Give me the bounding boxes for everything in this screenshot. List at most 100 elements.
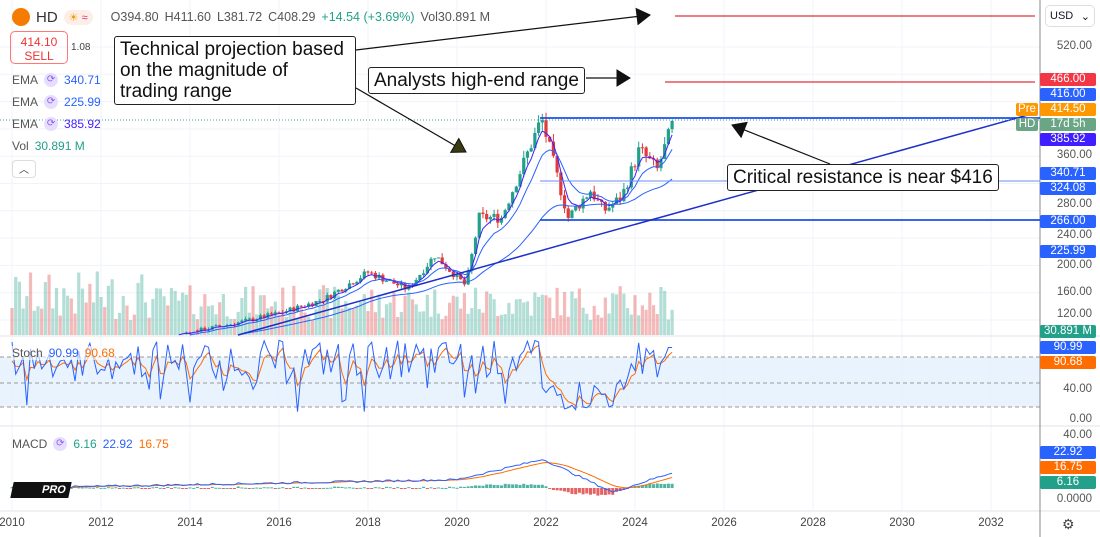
macd-histogram-bar [500,485,503,488]
price-tag[interactable]: 416.00 [1040,88,1096,101]
candle-body [499,217,504,223]
candle-body [358,278,363,282]
ema-legend-1[interactable]: EMA ⟳ 340.71 [12,73,101,87]
volume-bar [143,302,148,335]
volume-bar [496,315,500,335]
ema-value: 340.71 [64,73,101,87]
candle-body [525,151,530,158]
macd-hist: 6.16 [73,437,97,451]
volume-bar [577,288,581,335]
price-tag[interactable]: 385.92 [1040,133,1096,146]
annotation-analysts[interactable]: Analysts high-end range [368,67,585,94]
macd-histogram-bar [325,487,329,489]
macd-tag[interactable]: 16.75 [1040,461,1096,474]
macd-histogram-bar [255,487,259,489]
macd-tag[interactable]: 22.92 [1040,446,1096,459]
volume-bar [266,308,270,335]
candle-body [655,159,659,169]
macd-histogram-bar [396,487,400,489]
volume-bar [95,271,99,335]
sell-button[interactable]: 414.10 SELL [10,31,68,64]
volume-bar [492,299,496,335]
price-tag[interactable]: 324.08 [1040,182,1096,195]
macd-histogram-bar [262,487,266,489]
volume-bar [28,272,33,335]
candle-body [518,174,522,187]
macd-tag[interactable]: 6.16 [1040,476,1096,489]
stoch-d: 90.68 [84,346,115,360]
candle-body [629,166,633,188]
price-tag[interactable]: 17d 5h [1040,118,1096,131]
price-tag[interactable]: 340.71 [1040,167,1096,180]
macd-histogram-bar [221,488,225,489]
macd-histogram-bar [592,488,596,494]
annotation-resistance[interactable]: Critical resistance is near $416 [727,164,999,191]
volume-bar [103,307,107,335]
currency-select[interactable]: USD ⌄ [1045,5,1095,27]
candle-body [585,197,589,199]
macd-histogram-bar [648,483,652,488]
volume-bar [559,315,563,335]
market-status-badge[interactable]: ☀ ≈ [63,9,93,25]
macd-histogram-bar [166,486,170,488]
volume-bar [625,308,630,335]
price-tag[interactable]: 266.00 [1040,215,1096,228]
volume-bar [540,294,544,335]
macd-histogram-bar [666,483,670,488]
macd-histogram-bar [106,487,110,489]
vol-legend[interactable]: Vol 30.891 M [12,139,85,153]
volume-bar [155,288,159,335]
candle-body [277,312,281,314]
macd-histogram-bar [559,488,563,491]
macd-histogram-bar [655,483,659,488]
trend-line [237,112,1036,336]
stoch-legend[interactable]: Stoch 90.99 90.68 [12,346,115,360]
volume-bar [251,286,255,335]
candle-body [670,120,674,130]
macd-histogram-bar [114,487,118,489]
macd-histogram-bar [422,486,426,488]
volume-bar [436,313,441,335]
price-tag[interactable]: 466.00 [1040,73,1096,86]
stoch-tag[interactable]: 90.68 [1040,356,1096,369]
ema-legend-2[interactable]: EMA ⟳ 225.99 [12,95,101,109]
macd-histogram-bar [288,488,292,489]
macd-histogram-bar [92,487,96,489]
volume-bar [640,305,645,335]
macd-histogram-bar [151,487,155,489]
volume-bar [447,302,452,335]
candle-body [425,266,429,274]
annotation-arrow [731,124,831,165]
candle-body [396,283,400,286]
price-tag[interactable]: 30.891 M [1040,325,1096,338]
volume-bar [566,316,570,335]
volume-bar [169,287,174,335]
collapse-legend-button[interactable]: ︿ [12,160,36,178]
candle-body [240,320,244,323]
ema-label: EMA [12,95,39,109]
macd-histogram-bar [322,487,325,489]
candle-body [622,188,626,202]
stoch-tag[interactable]: 90.99 [1040,341,1096,354]
macd-histogram-bar [362,487,366,489]
macd-histogram-bar [518,484,522,488]
ema-legend-3[interactable]: EMA ⟳ 385.92 [12,117,101,131]
macd-histogram-bar [522,483,526,488]
stoch-k-line [11,339,673,412]
macd-legend[interactable]: MACD ⟳ 6.16 22.92 16.75 [12,437,169,451]
year-tick: 2028 [800,517,826,529]
symbol[interactable]: HD [36,8,58,26]
settings-gear-icon[interactable]: ⚙ [1062,516,1075,532]
macd-histogram-bar [318,488,322,489]
candle-body [555,155,559,173]
volume-bar [80,288,85,335]
price-tag[interactable]: 414.50 [1040,103,1096,116]
annotation-projection[interactable]: Technical projection based on the magnit… [114,36,356,105]
candle-body [392,280,396,284]
candle-body [492,213,496,217]
price-tag[interactable]: 225.99 [1040,245,1096,258]
macd-histogram-bar [433,488,437,489]
volume-bar [533,292,537,335]
macd-histogram-bar [377,487,381,489]
